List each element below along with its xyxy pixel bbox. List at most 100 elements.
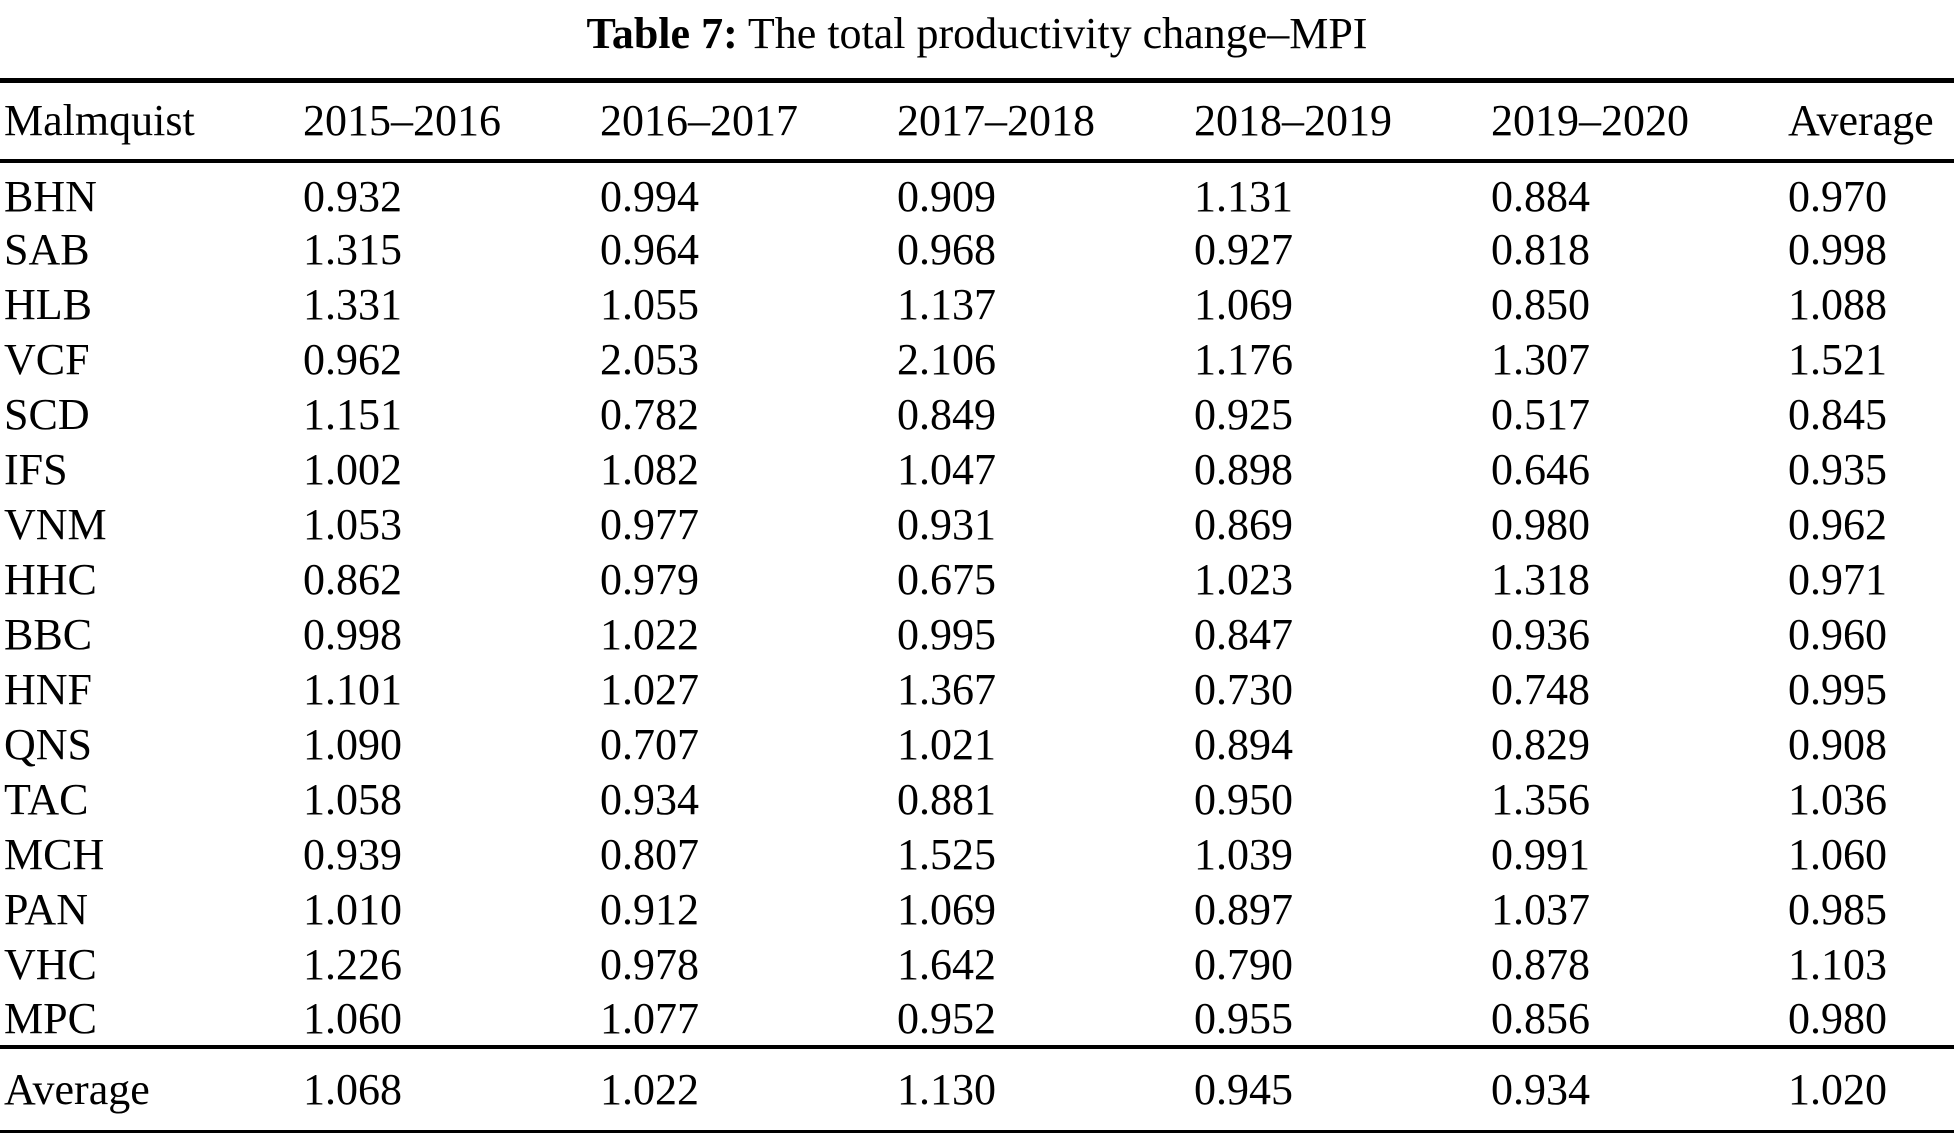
table-cell: 0.881 — [896, 774, 996, 824]
table-cell: 1.082 — [599, 444, 699, 494]
footer-cell: 0.945 — [1193, 1064, 1293, 1114]
row-label: VNM — [4, 499, 107, 549]
table-cell: 1.307 — [1490, 334, 1590, 384]
table-cell: 0.995 — [896, 609, 996, 659]
table-cell: 0.748 — [1490, 664, 1590, 714]
table-cell: 1.039 — [1193, 829, 1293, 879]
table-cell: 0.952 — [896, 993, 996, 1043]
table-cell: 1.055 — [599, 279, 699, 329]
table-row: VCF 0.962 2.053 2.106 1.176 1.307 1.521 — [0, 332, 1954, 387]
table-cell: 1.131 — [1193, 171, 1293, 221]
table-cell: 1.088 — [1787, 279, 1887, 329]
table-row: HHC 0.862 0.979 0.675 1.023 1.318 0.971 — [0, 552, 1954, 607]
table-caption: Table 7: The total productivity change–M… — [0, 0, 1954, 76]
table-cell: 0.925 — [1193, 389, 1293, 439]
table-cell: 1.077 — [599, 993, 699, 1043]
row-label: HNF — [4, 664, 93, 714]
table-cell: 1.010 — [302, 884, 402, 934]
table-cell: 1.318 — [1490, 554, 1590, 604]
table-cell: 0.971 — [1787, 554, 1887, 604]
table-cell: 0.964 — [599, 224, 699, 274]
table-cell: 0.939 — [302, 829, 402, 879]
footer-label: Average — [4, 1064, 150, 1114]
footer-cell: 1.020 — [1787, 1064, 1887, 1114]
footer-cell: 0.934 — [1490, 1064, 1590, 1114]
table-cell: 1.356 — [1490, 774, 1590, 824]
table-cell: 1.226 — [302, 939, 402, 989]
table-cell: 0.931 — [896, 499, 996, 549]
table-cell: 0.962 — [1787, 499, 1887, 549]
column-header-malmquist: Malmquist — [4, 96, 195, 146]
table-cell: 0.869 — [1193, 499, 1293, 549]
column-header: Average — [1787, 96, 1934, 146]
table-cell: 0.979 — [599, 554, 699, 604]
table-cell: 0.894 — [1193, 719, 1293, 769]
table-cell: 1.060 — [302, 993, 402, 1043]
table-row: MCH 0.939 0.807 1.525 1.039 0.991 1.060 — [0, 827, 1954, 882]
row-label: VCF — [4, 334, 90, 384]
table-cell: 1.027 — [599, 664, 699, 714]
row-label: VHC — [4, 939, 97, 989]
table-cell: 0.998 — [1787, 224, 1887, 274]
row-label: TAC — [4, 774, 89, 824]
table-cell: 0.936 — [1490, 609, 1590, 659]
table-cell: 0.862 — [302, 554, 402, 604]
table-cell: 0.856 — [1490, 993, 1590, 1043]
table-row: VHC 1.226 0.978 1.642 0.790 0.878 1.103 — [0, 937, 1954, 992]
table-cell: 1.525 — [896, 829, 996, 879]
table-cell: 1.101 — [302, 664, 402, 714]
table-cell: 1.053 — [302, 499, 402, 549]
row-label: QNS — [4, 719, 93, 769]
table-cell: 0.935 — [1787, 444, 1887, 494]
table-cell: 0.980 — [1787, 993, 1887, 1043]
table-cell: 0.955 — [1193, 993, 1293, 1043]
table-body: BHN 0.932 0.994 0.909 1.131 0.884 0.970 SAB 1.31… — [0, 161, 1954, 1047]
column-header: 2017–2018 — [896, 96, 1095, 146]
table-cell: 1.642 — [896, 939, 996, 989]
row-label: SAB — [4, 224, 90, 274]
table-cell: 0.897 — [1193, 884, 1293, 934]
table-cell: 0.849 — [896, 389, 996, 439]
table-cell: 1.069 — [1193, 279, 1293, 329]
table-row: TAC 1.058 0.934 0.881 0.950 1.356 1.036 — [0, 772, 1954, 827]
table-cell: 0.730 — [1193, 664, 1293, 714]
table-cell: 0.968 — [896, 224, 996, 274]
table-cell: 1.058 — [302, 774, 402, 824]
column-header: 2018–2019 — [1193, 96, 1392, 146]
table-cell: 1.137 — [896, 279, 996, 329]
table-cell: 1.002 — [302, 444, 402, 494]
table-cell: 1.037 — [1490, 884, 1590, 934]
table-cell: 0.782 — [599, 389, 699, 439]
table-cell: 0.818 — [1490, 224, 1590, 274]
table-cell: 1.022 — [599, 609, 699, 659]
mpi-table: Malmquist 2015–2016 2016–2017 2017–2018 2018… — [0, 78, 1954, 1133]
table-cell: 0.517 — [1490, 389, 1590, 439]
table-cell: 1.367 — [896, 664, 996, 714]
table-cell: 0.707 — [599, 719, 699, 769]
table-row: HNF 1.101 1.027 1.367 0.730 0.748 0.995 — [0, 662, 1954, 717]
table-caption-label: Table 7: — [586, 9, 738, 58]
table-cell: 1.036 — [1787, 774, 1887, 824]
column-header: 2016–2017 — [599, 96, 798, 146]
table-cell: 0.927 — [1193, 224, 1293, 274]
table-row: QNS 1.090 0.707 1.021 0.894 0.829 0.908 — [0, 717, 1954, 772]
table-cell: 1.021 — [896, 719, 996, 769]
table-cell: 0.934 — [599, 774, 699, 824]
row-label: MPC — [4, 993, 97, 1043]
header-row: Malmquist 2015–2016 2016–2017 2017–2018 2018… — [0, 80, 1954, 161]
table-cell: 0.977 — [599, 499, 699, 549]
table-row: HLB 1.331 1.055 1.137 1.069 0.850 1.088 — [0, 277, 1954, 332]
table-cell: 0.845 — [1787, 389, 1887, 439]
table-cell: 1.047 — [896, 444, 996, 494]
table-cell: 1.176 — [1193, 334, 1293, 384]
table-cell: 0.950 — [1193, 774, 1293, 824]
table-cell: 0.998 — [302, 609, 402, 659]
table-cell: 2.106 — [896, 334, 996, 384]
table-cell: 0.932 — [302, 171, 402, 221]
column-header: 2015–2016 — [302, 96, 501, 146]
table-cell: 0.970 — [1787, 171, 1887, 221]
column-header: 2019–2020 — [1490, 96, 1689, 146]
table-header: Malmquist 2015–2016 2016–2017 2017–2018 2018… — [0, 80, 1954, 161]
table-cell: 0.978 — [599, 939, 699, 989]
table-cell: 2.053 — [599, 334, 699, 384]
